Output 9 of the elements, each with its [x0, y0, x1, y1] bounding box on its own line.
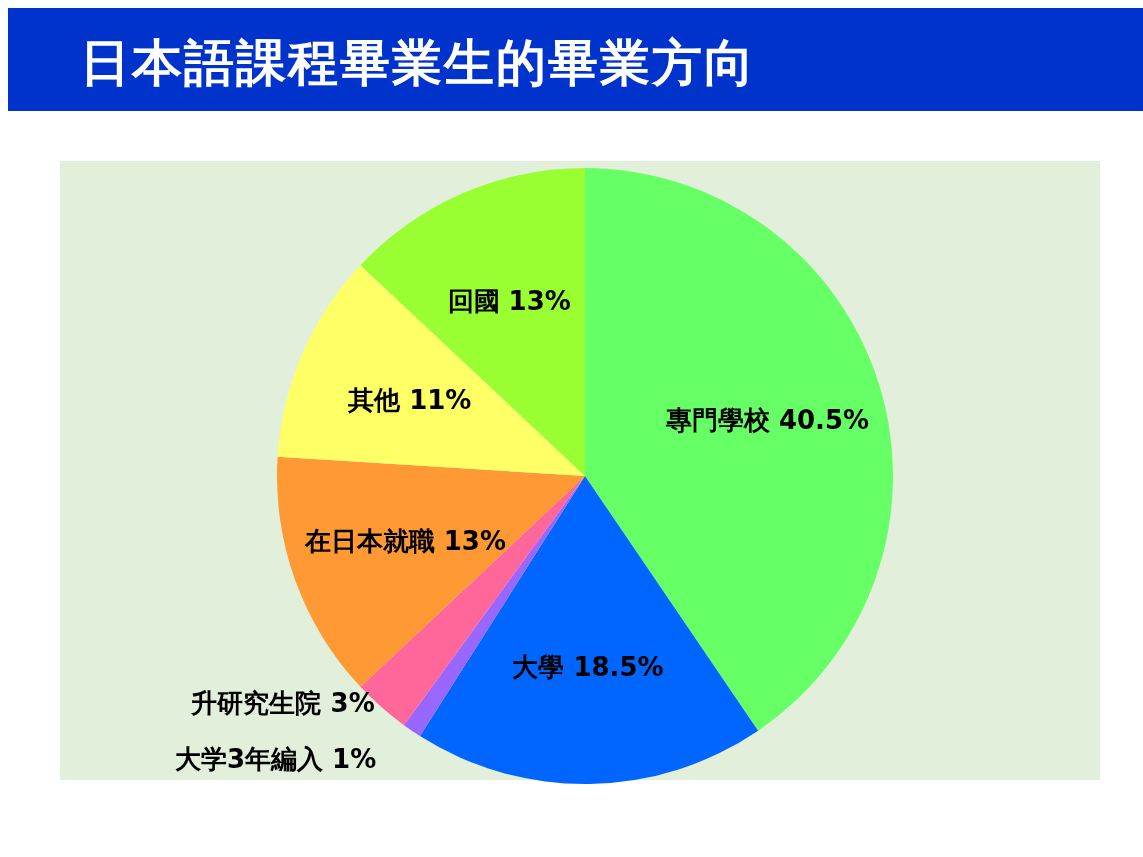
slice-label: 升研究生院 3% — [190, 687, 375, 718]
slice-label: 大学3年編入 1% — [174, 744, 377, 775]
chart-title: 日本語課程畢業生的畢業方向 — [80, 33, 756, 94]
slice-label: 在日本就職 13% — [303, 525, 506, 556]
slice-label: 其他 11% — [347, 385, 472, 416]
slice-label: 專門學校 40.5% — [664, 404, 870, 435]
pie-slice — [277, 265, 585, 476]
slice-label: 大學 18.5% — [512, 651, 664, 682]
slice-label: 回國 13% — [447, 285, 571, 316]
